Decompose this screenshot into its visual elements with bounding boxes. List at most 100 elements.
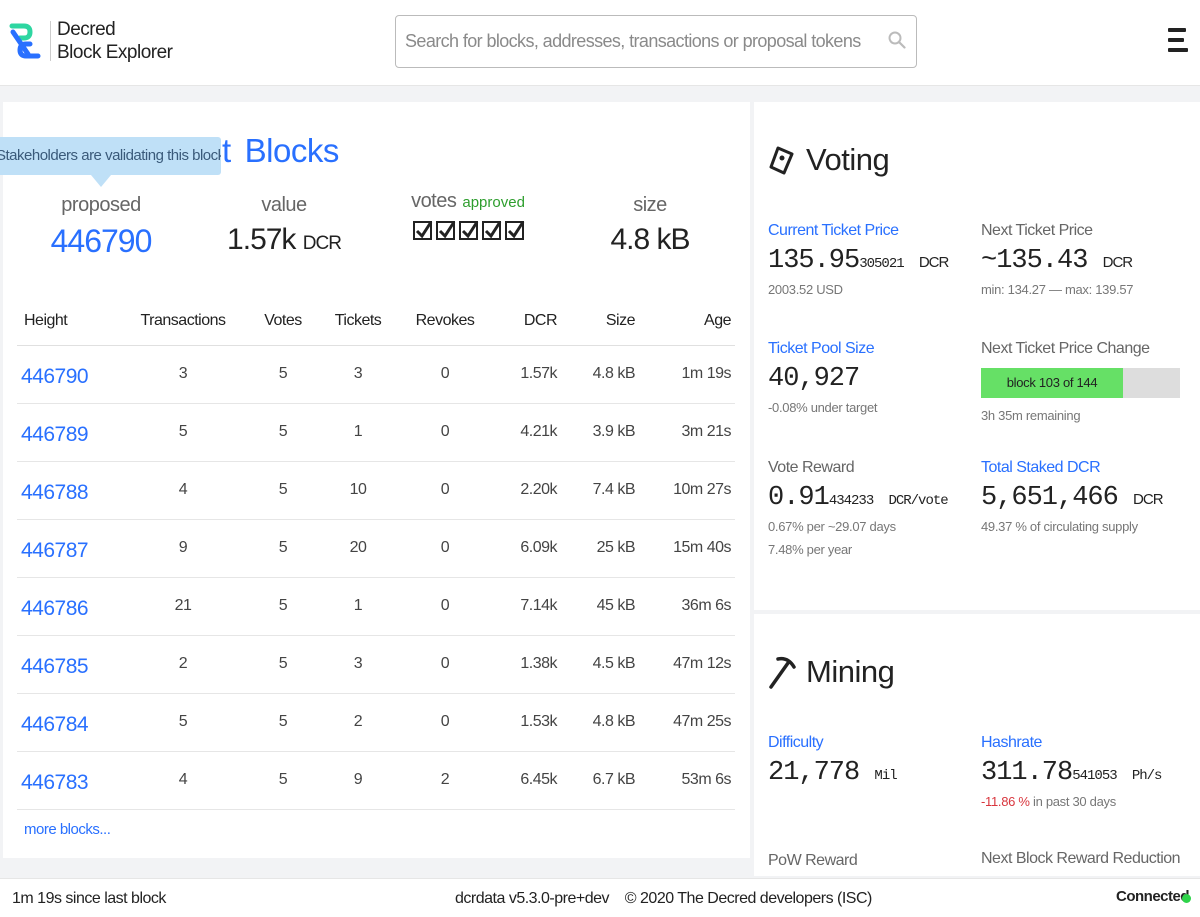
mining-header: Mining: [768, 654, 895, 690]
pow-reward: PoW Reward: [768, 852, 858, 870]
cell-votes: 5: [239, 519, 327, 578]
cell-tickets: 9: [327, 751, 389, 810]
cell-height[interactable]: 446788: [17, 461, 127, 520]
ticket-pool-size: Ticket Pool Size 40,927 -0.08% under tar…: [768, 340, 878, 415]
vote-reward-small: 434233: [828, 493, 874, 509]
proposed-label: proposed: [61, 194, 141, 216]
current-ticket-price: Current Ticket Price 135.95305021 DCR 20…: [768, 222, 949, 297]
next-price-unit: DCR: [1102, 254, 1133, 271]
ticket-pool-size-label[interactable]: Ticket Pool Size: [768, 340, 875, 357]
cell-height[interactable]: 446785: [17, 635, 127, 694]
difficulty-number: 21,778: [768, 758, 860, 788]
cell-transactions: 5: [127, 403, 239, 462]
cell-size: 4.8 kB: [557, 345, 636, 404]
table-row: 446789 5 5 1 0 4.21k 3.9 kB 3m 21s: [17, 403, 735, 462]
next-ticket-price-label: Next Ticket Price: [981, 222, 1093, 239]
ticket-price-unit: DCR: [918, 254, 949, 271]
version-link[interactable]: dcrdata v5.3.0-pre+dev: [455, 890, 610, 907]
col-age: Age: [635, 298, 735, 346]
cell-transactions: 9: [127, 519, 239, 578]
proposed-stat: proposed 446790: [40, 194, 162, 260]
cell-age: 15m 40s: [635, 519, 735, 578]
site-logo[interactable]: Decred Block Explorer: [8, 18, 173, 64]
cell-size: 45 kB: [557, 577, 636, 636]
total-staked-label[interactable]: Total Staked DCR: [981, 459, 1101, 476]
cell-tickets: 10: [327, 461, 389, 520]
vote-check-icon: [435, 221, 455, 240]
hashrate-small: 541053: [1072, 768, 1117, 784]
current-ticket-price-value: 135.95305021 DCR: [768, 246, 949, 276]
cell-age: 10m 27s: [635, 461, 735, 520]
mining-card: Mining Difficulty 21,778 Mil Hashrate 31…: [754, 614, 1200, 876]
latest-blocks-title: Blocks: [244, 132, 340, 169]
since-last-block: 1m 19s since last block: [12, 890, 166, 907]
next-ticket-price-value: ~135.43 DCR: [981, 246, 1133, 276]
cell-size: 6.7 kB: [557, 751, 636, 810]
section-title-hidden-part: t: [222, 132, 232, 169]
table-row: 446787 9 5 20 0 6.09k 25 kB 15m 40s: [17, 519, 735, 578]
cell-height[interactable]: 446787: [17, 519, 127, 578]
ticket-price-usd: 2003.52 USD: [768, 282, 843, 297]
hashrate-value: 311.78541053 Ph/s: [981, 758, 1162, 788]
price-change-remaining: 3h 35m remaining: [981, 408, 1081, 423]
hashrate-label[interactable]: Hashrate: [981, 734, 1042, 751]
cell-height[interactable]: 446786: [17, 577, 127, 636]
pow-reward-label: PoW Reward: [768, 852, 858, 869]
next-price-range: min: 134.27 — max: 139.57: [981, 282, 1134, 297]
hashrate-change-sub: in past 30 days: [1032, 794, 1116, 809]
size-label: size: [633, 194, 667, 216]
cell-age: 53m 6s: [635, 751, 735, 810]
difficulty: Difficulty 21,778 Mil: [768, 734, 898, 788]
vote-check-icon: [481, 221, 501, 240]
votes-header: votes approved: [400, 190, 536, 213]
connection-status: Connected: [1116, 888, 1190, 905]
blocks-table-body: 446790 3 5 3 0 1.57k 4.8 kB 1m 19s 446789 5 5 1 0 4.2…: [17, 345, 735, 810]
cell-size: 3.9 kB: [557, 403, 636, 462]
current-ticket-price-label[interactable]: Current Ticket Price: [768, 222, 899, 239]
cell-size: 7.4 kB: [557, 461, 636, 520]
more-blocks-link[interactable]: more blocks...: [24, 821, 111, 838]
cell-votes: 5: [239, 751, 327, 810]
pickaxe-icon: [769, 656, 796, 689]
vote-reward-value: 0.91434233 DCR/vote: [768, 483, 949, 513]
cell-tickets: 3: [327, 345, 389, 404]
table-header-row: Height Transactions Votes Tickets Revoke…: [17, 298, 735, 346]
cell-revokes: 2: [389, 751, 501, 810]
size-stat: size 4.8 kB: [600, 194, 700, 257]
difficulty-label[interactable]: Difficulty: [768, 734, 824, 751]
ticket-icon: [769, 146, 794, 175]
vote-check-icon: [458, 221, 478, 240]
cell-revokes: 0: [389, 461, 501, 520]
votes-approved-status: approved: [462, 194, 525, 211]
total-staked: Total Staked DCR 5,651,466 DCR 49.37 % o…: [981, 459, 1164, 534]
size-value: 4.8 kB: [610, 223, 690, 256]
next-ticket-price-change: Next Ticket Price Change block 103 of 14…: [981, 340, 1180, 423]
cell-revokes: 0: [389, 693, 501, 752]
voting-card: Voting Current Ticket Price 135.95305021…: [754, 102, 1200, 610]
footer-version-copyright: dcrdata v5.3.0-pre+dev © 2020 The Decred…: [455, 890, 872, 908]
search-icon[interactable]: [888, 31, 906, 49]
tooltip-arrow: [91, 175, 111, 187]
cell-votes: 5: [239, 577, 327, 636]
col-height: Height: [17, 298, 127, 346]
cell-tickets: 1: [327, 403, 389, 462]
cell-transactions: 21: [127, 577, 239, 636]
ticket-pool-size-sub: -0.08% under target: [768, 400, 878, 415]
table-row: 446790 3 5 3 0 1.57k 4.8 kB 1m 19s: [17, 345, 735, 404]
next-reduction-label: Next Block Reward Reduction: [981, 850, 1181, 867]
cell-height[interactable]: 446789: [17, 403, 127, 462]
cell-height[interactable]: 446783: [17, 751, 127, 810]
cell-votes: 5: [239, 403, 327, 462]
hamburger-menu-icon[interactable]: [1168, 28, 1188, 56]
footer: 1m 19s since last block dcrdata v5.3.0-p…: [0, 878, 1200, 917]
cell-votes: 5: [239, 461, 327, 520]
cell-height[interactable]: 446790: [17, 345, 127, 404]
proposed-height-link[interactable]: 446790: [50, 223, 153, 259]
cell-revokes: 0: [389, 635, 501, 694]
value-label: value: [261, 194, 307, 216]
progress-text: block 103 of 144: [1006, 375, 1098, 390]
cell-height[interactable]: 446784: [17, 693, 127, 752]
search-input[interactable]: [405, 16, 885, 67]
cell-transactions: 3: [127, 345, 239, 404]
votes-label: votes: [411, 190, 457, 212]
